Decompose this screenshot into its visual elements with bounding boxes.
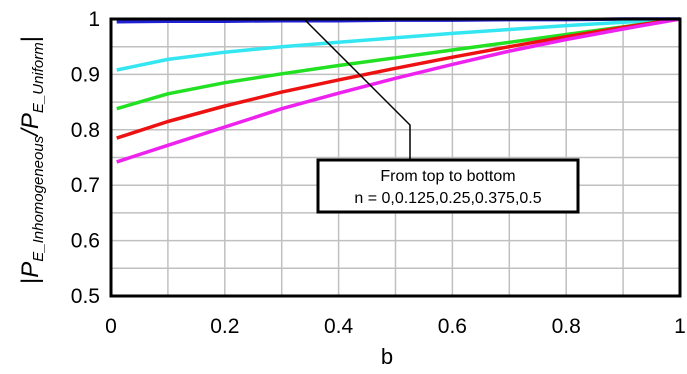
y-axis-label-p1: P	[17, 262, 44, 278]
x-tick-label: 0.6	[438, 315, 467, 338]
y-tick-label: 0.8	[71, 119, 100, 142]
plot-frame	[109, 17, 682, 298]
series-line-4	[116, 17, 681, 140]
y-axis-label-sub1: E_Inhomogeneous	[30, 135, 47, 261]
y-axis-label-bar-end: |	[17, 36, 44, 42]
x-tick-label: 0	[105, 315, 117, 338]
annotation-line-1: From top to bottom	[380, 168, 515, 185]
series-line-5	[116, 17, 681, 164]
annotation-leader-line	[304, 19, 411, 160]
y-axis-label-slash: /	[17, 127, 44, 138]
annotation-line-2: n = 0,0.125,0.25,0.375,0.5	[354, 190, 541, 207]
y-tick-label: 0.6	[71, 230, 100, 253]
x-axis-label: b	[381, 344, 393, 369]
y-axis-label-sub2: E_Uniform	[30, 42, 47, 113]
annotation-box	[316, 158, 580, 214]
y-axis-label-bar: |	[17, 278, 44, 284]
grid	[111, 19, 680, 296]
x-tick-label: 0.4	[324, 315, 354, 338]
y-axis-label: |PE_Inhomogeneous/PE_Uniform|	[17, 36, 47, 284]
y-tick-labels: 0.5 0.6 0.7 0.8 0.9 1	[71, 8, 100, 308]
series-line-2	[116, 17, 681, 72]
x-tick-label: 1	[674, 315, 686, 338]
y-tick-label: 0.5	[71, 285, 100, 308]
y-tick-label: 1	[88, 8, 100, 31]
x-tick-label: 0.2	[210, 315, 239, 338]
y-tick-label: 0.7	[71, 174, 100, 197]
x-tick-label: 0.8	[552, 315, 581, 338]
x-tick-labels: 0 0.2 0.4 0.6 0.8 1	[105, 315, 686, 338]
y-axis-label-p2: P	[17, 113, 44, 129]
y-tick-label: 0.9	[71, 63, 100, 86]
